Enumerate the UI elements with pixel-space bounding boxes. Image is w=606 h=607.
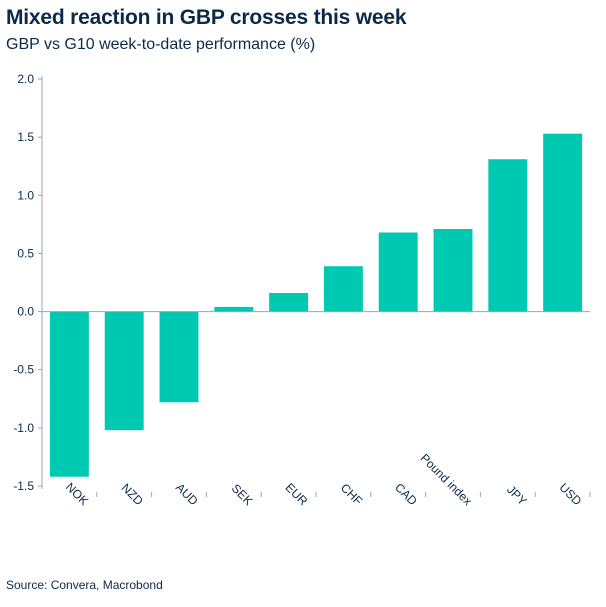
- x-tick-label: USD: [557, 480, 585, 508]
- x-tick-label: SEK: [229, 481, 256, 508]
- bar-chf: [323, 266, 363, 312]
- y-axis: 2.0 1.5 1.0 0.5 0.0 -0.5 -1.0 -1.5: [13, 72, 43, 493]
- x-tick-label: CHF: [338, 481, 365, 508]
- bar-nok: [49, 311, 89, 477]
- x-tick-label: JPY: [504, 483, 529, 508]
- bar-chart: 2.0 1.5 1.0 0.5 0.0 -0.5 -1.0 -1.5 NOK NZD AUD SEK…: [13, 72, 591, 509]
- bars: [49, 133, 583, 477]
- bar-sek: [214, 306, 254, 312]
- x-tick-label: EUR: [283, 480, 311, 508]
- bar-aud: [159, 311, 199, 403]
- x-tick-label: AUD: [173, 480, 201, 508]
- y-tick-label: 1.5: [17, 130, 34, 144]
- y-tick-label: 0.5: [17, 246, 34, 260]
- y-tick-label: -1.5: [13, 479, 34, 493]
- x-tick-label: CAD: [392, 480, 420, 508]
- y-tick-label: 0.0: [17, 305, 34, 319]
- x-tick-label: Pound index: [418, 451, 475, 508]
- x-tick-label: NZD: [119, 481, 147, 509]
- y-tick-label: 2.0: [17, 72, 34, 86]
- bar-pound-index: [433, 229, 473, 312]
- x-tick-label: NOK: [63, 480, 91, 508]
- bar-cad: [378, 232, 418, 312]
- chart-subtitle: GBP vs G10 week-to-date performance (%): [6, 36, 316, 53]
- y-tick-label: -1.0: [13, 421, 34, 435]
- y-tick-label: 1.0: [17, 188, 34, 202]
- bar-nzd: [104, 311, 144, 431]
- y-tick-label: -0.5: [13, 363, 34, 377]
- bar-eur: [269, 292, 309, 312]
- bar-usd: [543, 133, 583, 312]
- source-note: Source: Convera, Macrobond: [6, 578, 163, 592]
- chart-title: Mixed reaction in GBP crosses this week: [6, 6, 407, 29]
- bar-jpy: [488, 159, 528, 312]
